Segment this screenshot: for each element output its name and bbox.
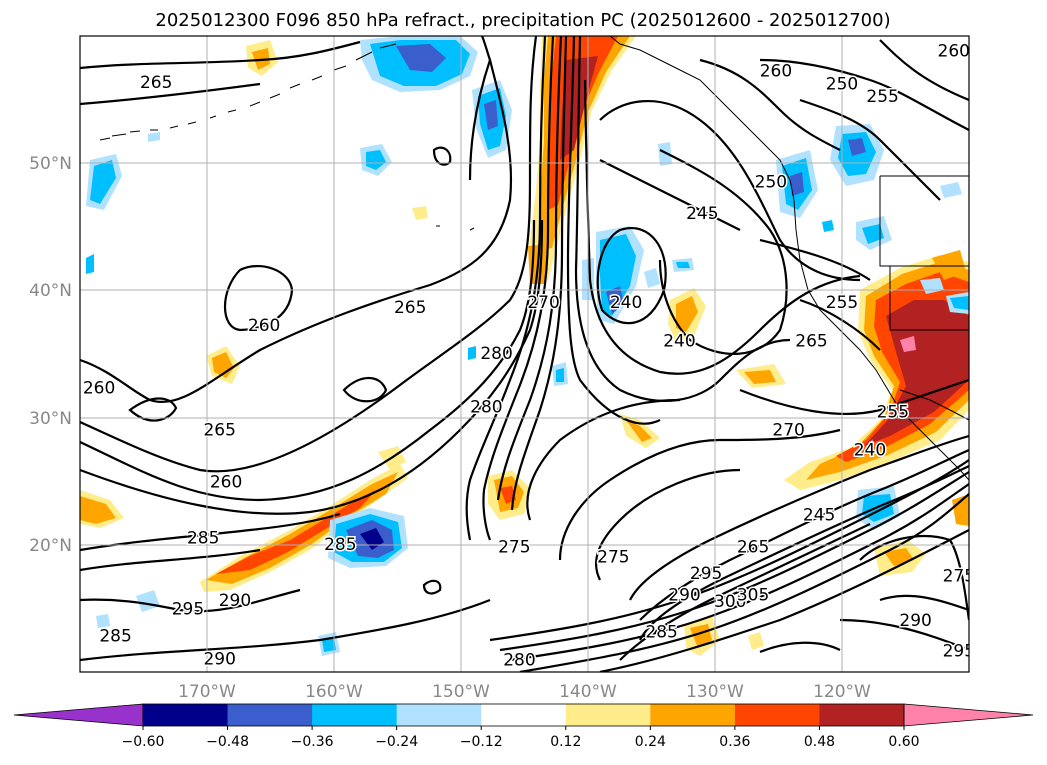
contour-label: 285 <box>187 528 219 548</box>
contour-label: 255 <box>826 293 858 313</box>
contour-label: 260 <box>938 41 970 61</box>
colorbar-extend-high <box>903 703 1034 727</box>
colorbar: −0.60 −0.48 −0.36 −0.24 −0.12 0.12 0.24 0.36 0.4… <box>13 703 1034 750</box>
contour-label: 285 <box>324 535 356 555</box>
colorbar-swatch <box>481 704 567 726</box>
lon-tick-label: 120°W <box>813 682 871 702</box>
colorbar-swatch <box>143 704 229 726</box>
contour-label: 290 <box>219 591 251 611</box>
figure-title: 2025012300 F096 850 hPa refract., precip… <box>155 10 890 31</box>
lon-tick-label: 160°W <box>305 682 363 702</box>
colorbar-frame <box>142 703 905 727</box>
lat-tick-label: 30°N <box>29 409 72 429</box>
colorbar-tick-label: −0.24 <box>375 734 418 750</box>
contour-label: 265 <box>140 73 172 93</box>
colorbar-swatch <box>565 704 651 726</box>
colorbar-swatch <box>650 704 736 726</box>
colorbar-tick-label: −0.36 <box>291 734 334 750</box>
colorbar-swatch <box>819 704 905 726</box>
colorbar-tick-label: −0.48 <box>206 734 249 750</box>
contour-label: 260 <box>248 316 280 336</box>
graticule <box>80 36 969 672</box>
contour-label: 295 <box>690 564 722 584</box>
colorbar-tick-label: −0.60 <box>122 734 165 750</box>
colorbar-extend-low <box>13 703 144 727</box>
lat-tick-label: 40°N <box>29 281 72 301</box>
contour-label: 300 <box>714 592 746 612</box>
contour-label: 245 <box>686 204 718 224</box>
colorbar-swatch <box>227 704 313 726</box>
precip-negative-shading <box>86 36 969 656</box>
contour-label: 275 <box>943 567 975 587</box>
lon-tick-label: 140°W <box>559 682 617 702</box>
contour-label: 250 <box>826 74 858 94</box>
lon-tick-label: 150°W <box>432 682 490 702</box>
contour-label: 295 <box>943 642 975 662</box>
colorbar-swatch <box>312 704 398 726</box>
contour-label: 260 <box>210 472 242 492</box>
contour-label: 245 <box>803 506 835 526</box>
colorbar-tick-label: 0.12 <box>550 734 581 750</box>
contour-label: 250 <box>755 172 787 192</box>
contour-label: 275 <box>498 537 530 557</box>
contour-label: 285 <box>99 626 131 646</box>
contour-label: 290 <box>899 611 931 631</box>
contour-label: 295 <box>172 600 204 620</box>
contour-label: 305 <box>737 586 769 606</box>
lon-tick-label: 170°W <box>178 682 236 702</box>
contour-label: 265 <box>737 537 769 557</box>
contour-label: 285 <box>645 623 677 643</box>
colorbar-tick-label: −0.12 <box>460 734 503 750</box>
contour-label: 265 <box>795 331 827 351</box>
contour-label: 260 <box>83 378 115 398</box>
contour-label: 290 <box>668 586 700 606</box>
colorbar-tick-label: 0.60 <box>888 734 919 750</box>
colorbar-tick-label: 0.36 <box>719 734 750 750</box>
contour-label: 240 <box>663 331 695 351</box>
latitude-ticks: 20°N 30°N 40°N 50°N <box>29 154 72 556</box>
refractivity-contours <box>80 36 969 672</box>
lat-tick-label: 20°N <box>29 536 72 556</box>
colorbar-swatch <box>396 704 482 726</box>
coastlines <box>99 36 969 481</box>
contour-label: 240 <box>610 293 642 313</box>
contour-label: 290 <box>203 649 235 669</box>
lat-tick-label: 50°N <box>29 154 72 174</box>
colorbar-tick-label: 0.48 <box>804 734 835 750</box>
contour-label: 270 <box>527 293 559 313</box>
contour-label: 280 <box>480 344 512 364</box>
contour-label: 265 <box>394 298 426 318</box>
contour-label: 255 <box>877 403 909 423</box>
contour-label: 275 <box>597 548 629 568</box>
lon-tick-label: 130°W <box>686 682 744 702</box>
colorbar-swatch <box>734 704 820 726</box>
contour-label: 280 <box>470 397 502 417</box>
contour-label: 265 <box>203 420 235 440</box>
map-frame <box>79 35 970 673</box>
contour-label: 270 <box>772 420 804 440</box>
longitude-ticks: 170°W 160°W 150°W 140°W 130°W 120°W <box>178 682 871 702</box>
contour-label: 260 <box>760 62 792 82</box>
contour-label: 255 <box>866 87 898 107</box>
contour-label: 280 <box>503 651 535 671</box>
colorbar-tick-label: 0.24 <box>635 734 666 750</box>
contour-label: 240 <box>854 441 886 461</box>
